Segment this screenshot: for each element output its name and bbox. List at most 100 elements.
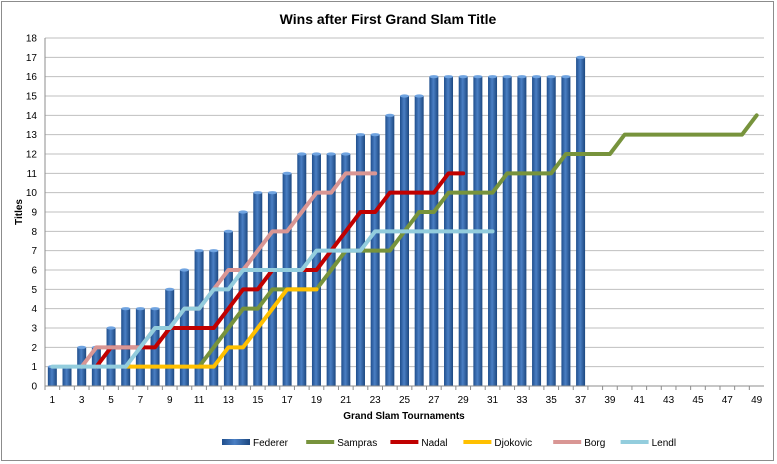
y-tick-label: 12 [26,150,38,161]
x-axis-label: Grand Slam Tournaments [343,411,465,422]
bar-cap-federer [414,94,424,98]
x-tick-label: 35 [546,395,558,406]
bar-federer [238,212,248,386]
bar-cap-federer [311,152,321,156]
x-tick-label: 25 [399,395,411,406]
bar-cap-federer [194,249,204,253]
line-lendl [50,229,495,369]
bar-cap-federer [165,287,175,291]
x-tick-label: 45 [692,395,704,406]
y-tick-label: 13 [26,130,38,141]
legend-swatch-bar [222,439,250,445]
bar-cap-federer [488,75,498,79]
bar-federer [561,76,571,387]
x-tick-label: 31 [487,395,499,406]
legend-label: Federer [253,438,289,449]
x-tick-label: 37 [575,395,587,406]
bar-cap-federer [444,75,454,79]
x-tick-label: 15 [252,395,264,406]
x-tick-label: 11 [194,395,205,406]
bar-cap-federer [576,55,586,59]
x-tick-label: 47 [722,395,734,406]
legend-item-federer: Federer [222,438,289,449]
line-borg [79,171,378,369]
bar-federer [106,328,116,386]
bar-cap-federer [517,75,527,79]
x-tick-label: 19 [311,395,323,406]
x-tick-label: 41 [634,395,646,406]
legend-item-nadal: Nadal [390,438,448,449]
bar-cap-federer [429,75,439,79]
legend-label: Djokovic [494,438,532,449]
bar-federer [341,154,351,386]
x-tick-label: 13 [223,395,235,406]
legend-label: Nadal [421,438,447,449]
bar-cap-federer [135,307,145,311]
bar-federer [194,250,204,386]
bar-federer [209,250,219,386]
y-tick-label: 1 [31,362,37,373]
y-tick-label: 3 [31,324,37,335]
bar-cap-federer [297,152,307,156]
x-tick-label: 33 [516,395,528,406]
bar-cap-federer [532,75,542,79]
x-tick-label: 49 [751,395,763,406]
bar-cap-federer [150,307,160,311]
x-tick-label: 27 [428,395,440,406]
bar-cap-federer [355,133,365,137]
bar-cap-federer [121,307,131,311]
chart-title: Wins after First Grand Slam Title [280,11,497,27]
bar-cap-federer [458,75,468,79]
bar-federer [370,134,380,386]
bar-federer [576,57,586,386]
legend-item-sampras: Sampras [306,438,377,449]
bar-cap-federer [400,94,409,98]
bar-federer [62,366,72,386]
x-tick-label: 23 [370,395,382,406]
legend-item-djokovic: Djokovic [463,438,532,449]
bar-cap-federer [209,249,219,253]
legend-label: Sampras [337,438,377,449]
x-tick-label: 9 [167,395,173,406]
y-tick-label: 15 [26,92,38,103]
bar-federer [165,289,175,386]
bar-cap-federer [253,191,263,195]
bar-federer [282,173,292,386]
y-tick-label: 17 [26,53,38,64]
x-tick-label: 39 [604,395,616,406]
bar-cap-federer [223,229,233,233]
bar-cap-federer [502,75,512,79]
bar-cap-federer [326,152,336,156]
bar-federer [414,96,424,386]
x-tick-label: 43 [663,395,675,406]
line-djokovic [123,287,319,369]
bar-cap-federer [561,75,571,79]
bar-federer [502,76,512,387]
bar-cap-federer [370,133,380,137]
bar-cap-federer [385,113,395,117]
y-tick-label: 18 [26,34,38,45]
bar-cap-federer [341,152,351,156]
x-tick-label: 3 [79,395,85,406]
bar-federer [517,76,527,387]
y-tick-label: 11 [27,169,38,180]
bar-cap-federer [267,191,277,195]
legend-label: Lendl [652,438,676,449]
x-tick-label: 21 [340,395,352,406]
bar-federer [47,366,57,386]
x-tick-label: 17 [282,395,294,406]
bar-cap-federer [238,210,248,214]
legend-label: Borg [584,438,605,449]
y-tick-label: 0 [31,382,37,393]
x-tick-label: 5 [108,395,114,406]
bar-cap-federer [106,326,116,330]
bar-cap-federer [179,268,189,272]
bar-federer [355,134,365,386]
bar-cap-federer [546,75,556,79]
bar-cap-federer [473,75,483,79]
bar-federer [532,76,542,387]
bar-cap-federer [282,171,292,175]
y-tick-label: 5 [31,285,37,296]
